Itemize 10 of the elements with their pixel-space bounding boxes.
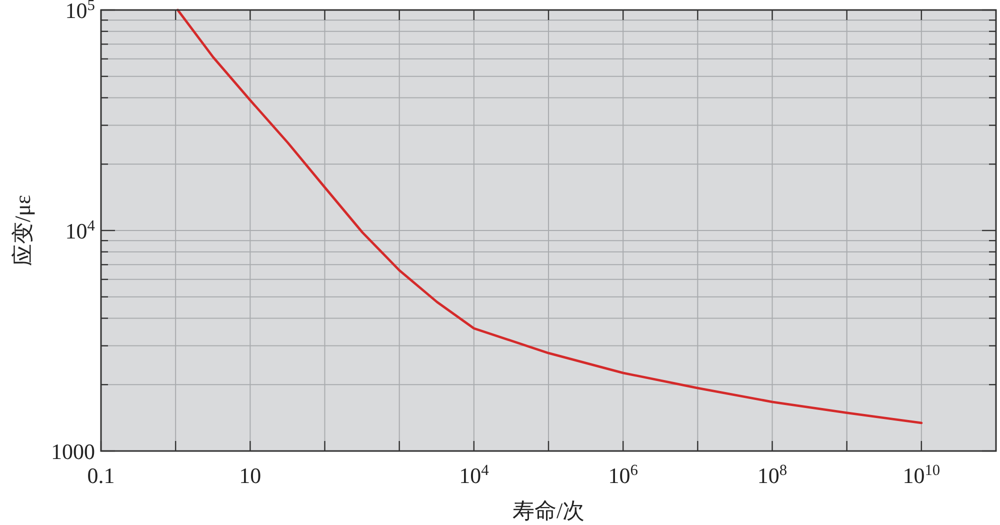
y-axis-title: 应变/με	[10, 194, 35, 266]
y-tick-label: 10$^{4}$	[65, 217, 96, 244]
x-tick-label: 10$^{10}$	[902, 462, 940, 488]
x-tick-label: 0.1	[87, 463, 115, 488]
y-tick-label: 1000	[51, 439, 95, 464]
x-tick-label: 10	[239, 463, 262, 488]
x-tick-label: 10$^{6}$	[608, 462, 638, 488]
x-tick-label: 10$^{8}$	[757, 462, 788, 488]
x-tick-label: 10$^{4}$	[459, 462, 490, 488]
x-axis-title: 寿命/次	[512, 498, 585, 523]
